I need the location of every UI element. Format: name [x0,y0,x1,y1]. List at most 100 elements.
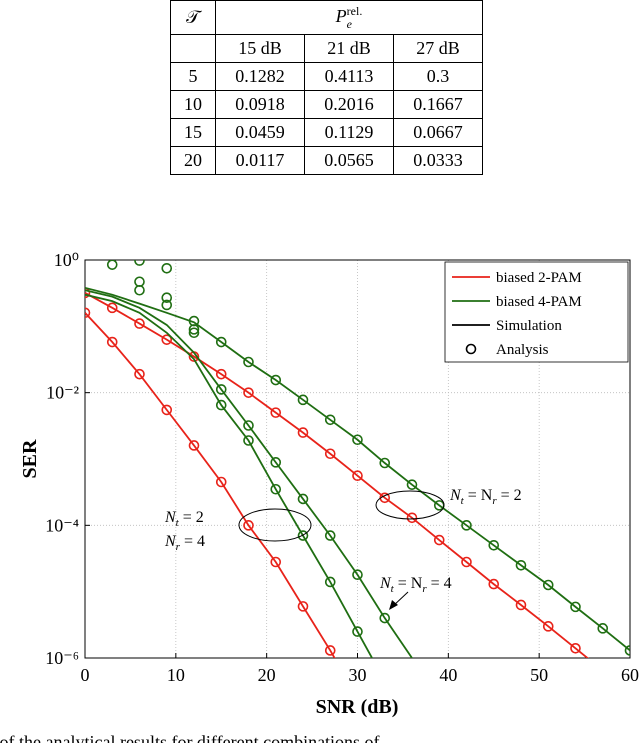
analysis-point [161,262,173,274]
table-cell: 15 [170,118,216,147]
x-tick-label: 30 [349,665,367,685]
annotation-text: N [164,509,177,526]
annotation-text: N [379,575,392,592]
x-axis-label: SNR (dB) [316,696,399,718]
x-tick-label: 20 [258,665,276,685]
analysis-point [243,356,254,368]
caption: tions of the analytical results for diff… [0,732,380,743]
legend-box [444,261,629,363]
analysis-point [270,374,282,386]
p-sup: rel. [346,3,363,18]
table-cell: 0.3 [393,62,483,91]
analysis-point [461,556,472,568]
analysis-point [215,399,227,411]
analysis-point [134,318,145,329]
analysis-point [297,601,309,612]
annotation-text: N [164,533,177,550]
analysis-point [270,483,282,495]
analysis-point [324,448,336,460]
analysis-point [134,260,145,266]
annotation-text: N [449,487,462,504]
analysis-point [488,540,500,551]
analysis-point [297,493,309,505]
annotation: Nr = 4 [164,533,205,553]
x-tick-label: 60 [621,665,639,685]
table-cell: 0.1129 [304,118,394,147]
analysis-point [433,534,445,546]
table-cell: 0.4113 [304,62,394,91]
x-tick-label: 50 [530,665,548,685]
annotation-text: = N [394,575,423,592]
analysis-point [161,292,173,304]
plot-area [85,260,630,658]
annotation-text: = N [464,487,493,504]
x-tick-label: 40 [439,665,457,685]
analysis-point [324,414,336,426]
table-cell: 0.1282 [215,62,305,91]
analysis-point [352,626,363,637]
series-line [85,289,414,658]
analysis-point [297,394,309,406]
legend-marker [465,343,477,355]
y-tick-label: 10⁻² [46,383,79,403]
annotation: Nt = Nr = 2 [449,487,522,507]
annotation-ellipse [238,508,312,542]
annotation: Nt = Nr = 4 [379,575,452,595]
table-cell: 20 [170,146,216,175]
analysis-point [161,404,173,416]
analysis-point [597,623,609,634]
analysis-point [188,327,200,339]
annotation-sub: t [461,495,465,507]
analysis-point [324,530,336,541]
analysis-point [106,260,118,270]
analysis-point [243,520,254,531]
analysis-point [324,645,336,656]
analysis-point [85,287,91,299]
y-tick-label: 10⁻⁴ [45,515,79,535]
table-cell: 0.0333 [393,146,483,175]
annotation: Nt = 2 [164,509,204,529]
legend-label: Simulation [496,318,562,334]
analysis-point [406,479,418,490]
annotation-sub: r [492,495,497,507]
annotation-arrowhead [389,600,398,610]
y-axis-label: SER [19,439,41,478]
analysis-point [379,457,391,469]
annotation-text: = 4 [180,533,205,550]
p-sub: e [346,16,352,31]
analysis-point [188,440,200,451]
analysis-point [515,599,527,611]
series-line [85,293,374,658]
analysis-point [542,579,554,591]
analysis-point [270,556,282,568]
analysis-point [215,336,227,348]
analysis-point [243,420,254,431]
table-header: 𝒯 [170,0,216,35]
table-cell: 10 [170,90,216,119]
analysis-point [270,407,282,418]
analysis-point [515,559,527,571]
analysis-point [297,427,309,438]
analysis-point [624,645,630,656]
annotation-text: = 2 [179,509,204,526]
y-tick-label: 10⁻⁶ [45,648,79,668]
analysis-point [542,621,554,632]
table-cell: 0.0918 [215,90,305,119]
analysis-point [379,612,391,624]
analysis-point [352,569,363,581]
analysis-point [488,578,500,590]
analysis-point [188,324,200,335]
analysis-point [134,368,145,380]
analysis-point [352,434,363,446]
table-cell: 0.0565 [304,146,394,175]
analysis-point [215,368,227,380]
analysis-point [270,457,282,468]
plot-frame [84,259,631,659]
annotation-ellipse [375,490,445,520]
annotation-text: = 4 [427,575,452,592]
analysis-point [215,476,227,488]
annotation-sub: r [176,541,181,553]
analysis-point [461,520,472,531]
